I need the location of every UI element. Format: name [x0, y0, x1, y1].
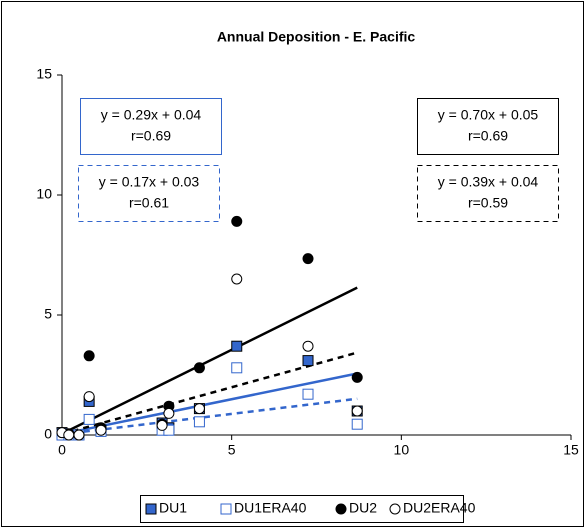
legend-marker [145, 503, 157, 515]
point [156, 419, 168, 431]
point [193, 416, 205, 428]
point [163, 407, 175, 419]
trend-line [61, 351, 358, 436]
legend-label: DU1 [159, 500, 187, 516]
y-tick-label: 10 [36, 186, 52, 202]
equation: y = 0.29x + 0.04 [101, 107, 202, 123]
legend-marker [389, 503, 401, 515]
equation-box [80, 98, 222, 155]
equation-box [78, 165, 220, 222]
point [73, 429, 85, 441]
point [351, 405, 363, 417]
legend-label: DU2ERA40 [403, 500, 476, 516]
equation-box [417, 98, 559, 155]
point [351, 418, 363, 430]
point [302, 388, 314, 400]
x-tick-label: 0 [58, 442, 66, 458]
legend-marker [220, 503, 232, 515]
equation-box [417, 165, 559, 222]
point [302, 253, 314, 265]
point [83, 413, 95, 425]
legend-marker [335, 503, 347, 515]
trend-line [61, 397, 358, 436]
correlation: r=0.69 [468, 128, 508, 144]
trend-line [61, 286, 358, 435]
legend-label: DU2 [349, 500, 377, 516]
correlation: r=0.61 [129, 195, 169, 211]
point [193, 403, 205, 415]
point [231, 215, 243, 227]
point [83, 391, 95, 403]
y-tick-label: 15 [36, 66, 52, 82]
equation: y = 0.39x + 0.04 [438, 174, 539, 190]
correlation: r=0.69 [131, 128, 171, 144]
point [83, 350, 95, 362]
point [95, 424, 107, 436]
x-tick-label: 15 [563, 442, 579, 458]
point [193, 362, 205, 374]
legend [140, 495, 464, 523]
point [63, 429, 75, 441]
point [302, 355, 314, 367]
point [231, 362, 243, 374]
x-tick-label: 5 [228, 442, 236, 458]
y-tick-label: 5 [44, 306, 52, 322]
chart-title: Annual Deposition - E. Pacific [217, 29, 416, 45]
correlation: r=0.59 [468, 195, 508, 211]
point [351, 371, 363, 383]
point [231, 273, 243, 285]
x-tick-label: 10 [394, 442, 410, 458]
equation: y = 0.70x + 0.05 [438, 107, 539, 123]
trend-line [61, 372, 358, 436]
legend-label: DU1ERA40 [234, 500, 307, 516]
point [231, 340, 243, 352]
equation: y = 0.17x + 0.03 [99, 174, 200, 190]
y-tick-label: 0 [44, 426, 52, 442]
point [302, 340, 314, 352]
